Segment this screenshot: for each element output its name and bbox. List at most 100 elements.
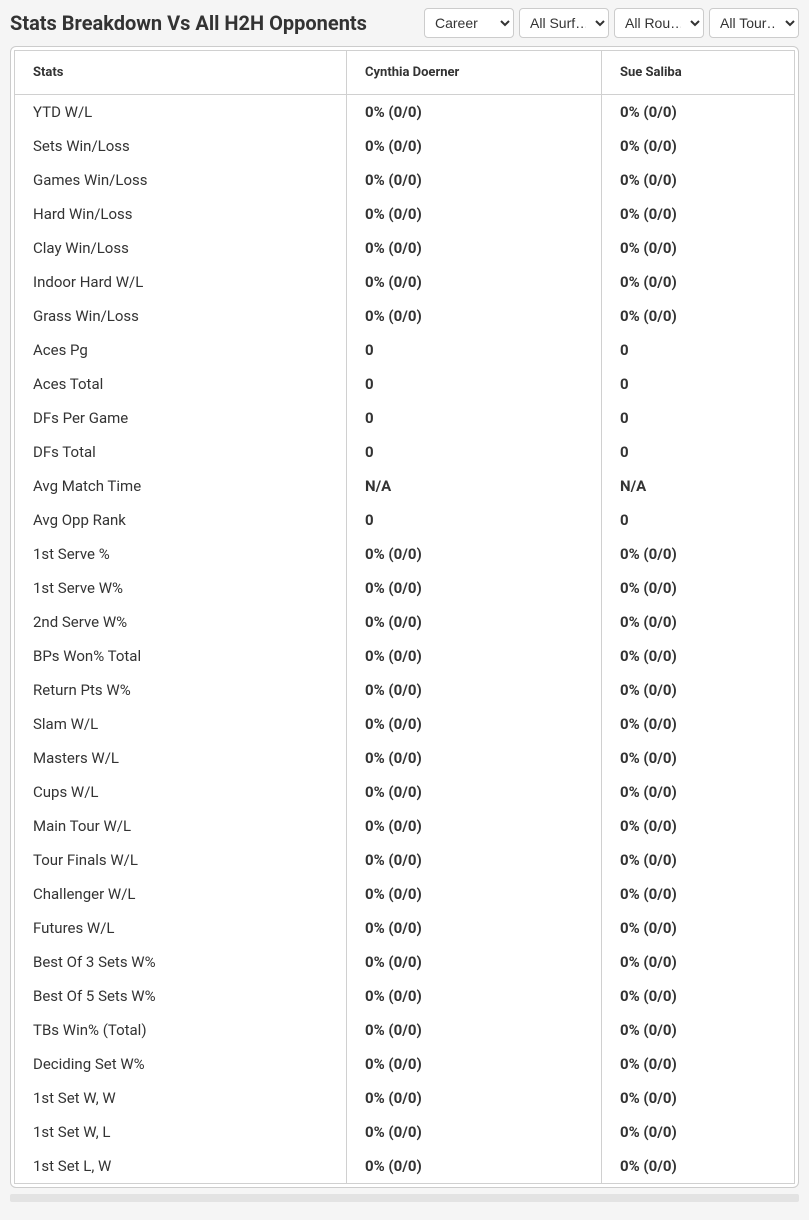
stat-value-player1: 0% (0/0) (347, 911, 602, 945)
stat-value-player1: 0% (0/0) (347, 299, 602, 333)
table-row: Deciding Set W%0% (0/0)0% (0/0) (15, 1047, 795, 1081)
stat-value-player2: 0% (0/0) (602, 979, 795, 1013)
stat-label: Cups W/L (15, 775, 347, 809)
stat-value-player2: 0% (0/0) (602, 809, 795, 843)
stat-label: DFs Per Game (15, 401, 347, 435)
stat-label: Games Win/Loss (15, 163, 347, 197)
table-row: Hard Win/Loss0% (0/0)0% (0/0) (15, 197, 795, 231)
stat-label: 1st Serve % (15, 537, 347, 571)
stat-value-player2: 0% (0/0) (602, 129, 795, 163)
stat-value-player1: 0% (0/0) (347, 163, 602, 197)
stat-label: Deciding Set W% (15, 1047, 347, 1081)
stat-label: Sets Win/Loss (15, 129, 347, 163)
stat-label: Clay Win/Loss (15, 231, 347, 265)
table-row: Cups W/L0% (0/0)0% (0/0) (15, 775, 795, 809)
stat-label: Aces Pg (15, 333, 347, 367)
stat-label: Main Tour W/L (15, 809, 347, 843)
stat-value-player1: 0% (0/0) (347, 537, 602, 571)
filter-career[interactable]: Career (424, 8, 514, 38)
filter-tour[interactable]: All Tour… (709, 8, 799, 38)
stat-value-player1: 0% (0/0) (347, 571, 602, 605)
stat-value-player1: 0% (0/0) (347, 945, 602, 979)
stat-value-player2: 0% (0/0) (602, 1081, 795, 1115)
stat-value-player2: 0% (0/0) (602, 741, 795, 775)
table-row: 1st Set W, L0% (0/0)0% (0/0) (15, 1115, 795, 1149)
stat-value-player1: 0% (0/0) (347, 979, 602, 1013)
stat-label: 1st Set L, W (15, 1149, 347, 1184)
stat-value-player2: 0% (0/0) (602, 707, 795, 741)
stat-value-player2: 0% (0/0) (602, 163, 795, 197)
stat-value-player1: 0% (0/0) (347, 605, 602, 639)
stat-value-player2: 0% (0/0) (602, 1115, 795, 1149)
table-row: 1st Set W, W0% (0/0)0% (0/0) (15, 1081, 795, 1115)
stat-value-player2: 0% (0/0) (602, 843, 795, 877)
table-row: Avg Match TimeN/AN/A (15, 469, 795, 503)
stat-value-player2: 0% (0/0) (602, 231, 795, 265)
stat-value-player1: 0 (347, 435, 602, 469)
table-row: Tour Finals W/L0% (0/0)0% (0/0) (15, 843, 795, 877)
stat-value-player2: 0 (602, 435, 795, 469)
table-row: TBs Win% (Total)0% (0/0)0% (0/0) (15, 1013, 795, 1047)
table-row: Best Of 3 Sets W%0% (0/0)0% (0/0) (15, 945, 795, 979)
stat-value-player2: 0% (0/0) (602, 537, 795, 571)
table-row: Sets Win/Loss0% (0/0)0% (0/0) (15, 129, 795, 163)
stat-label: Slam W/L (15, 707, 347, 741)
stat-value-player1: 0% (0/0) (347, 1149, 602, 1184)
stat-label: DFs Total (15, 435, 347, 469)
stat-label: 1st Set W, L (15, 1115, 347, 1149)
table-row: Main Tour W/L0% (0/0)0% (0/0) (15, 809, 795, 843)
col-header-stats: Stats (15, 51, 347, 95)
stat-value-player2: 0% (0/0) (602, 775, 795, 809)
stat-label: Indoor Hard W/L (15, 265, 347, 299)
table-row: 1st Serve W%0% (0/0)0% (0/0) (15, 571, 795, 605)
stat-label: Return Pts W% (15, 673, 347, 707)
table-container: Stats Cynthia Doerner Sue Saliba YTD W/L… (10, 46, 799, 1188)
stat-value-player2: 0 (602, 401, 795, 435)
table-row: Indoor Hard W/L0% (0/0)0% (0/0) (15, 265, 795, 299)
header-row: Stats Breakdown Vs All H2H Opponents Car… (10, 8, 799, 38)
stat-value-player1: 0 (347, 503, 602, 537)
stat-value-player2: 0 (602, 333, 795, 367)
table-row: Aces Total00 (15, 367, 795, 401)
table-header-row: Stats Cynthia Doerner Sue Saliba (15, 51, 795, 95)
stat-value-player1: 0 (347, 367, 602, 401)
stat-label: TBs Win% (Total) (15, 1013, 347, 1047)
filter-surface[interactable]: All Surf… (519, 8, 609, 38)
table-row: YTD W/L0% (0/0)0% (0/0) (15, 95, 795, 130)
stat-value-player2: 0% (0/0) (602, 911, 795, 945)
stat-value-player2: 0% (0/0) (602, 265, 795, 299)
stat-value-player2: 0 (602, 367, 795, 401)
table-row: 1st Serve %0% (0/0)0% (0/0) (15, 537, 795, 571)
stat-value-player1: 0% (0/0) (347, 775, 602, 809)
filter-round[interactable]: All Rou… (614, 8, 704, 38)
stat-value-player1: 0% (0/0) (347, 1047, 602, 1081)
table-row: Clay Win/Loss0% (0/0)0% (0/0) (15, 231, 795, 265)
table-row: DFs Per Game00 (15, 401, 795, 435)
table-row: Challenger W/L0% (0/0)0% (0/0) (15, 877, 795, 911)
stat-value-player1: 0% (0/0) (347, 673, 602, 707)
stat-value-player2: 0% (0/0) (602, 945, 795, 979)
stat-value-player2: 0% (0/0) (602, 1047, 795, 1081)
stat-label: 1st Serve W% (15, 571, 347, 605)
stat-label: Grass Win/Loss (15, 299, 347, 333)
stat-value-player1: 0% (0/0) (347, 265, 602, 299)
stat-value-player1: 0% (0/0) (347, 741, 602, 775)
table-row: Games Win/Loss0% (0/0)0% (0/0) (15, 163, 795, 197)
table-row: 2nd Serve W%0% (0/0)0% (0/0) (15, 605, 795, 639)
stat-value-player1: 0% (0/0) (347, 707, 602, 741)
stat-value-player2: 0% (0/0) (602, 877, 795, 911)
stat-value-player2: 0% (0/0) (602, 1149, 795, 1184)
stat-value-player2: 0 (602, 503, 795, 537)
col-header-player2: Sue Saliba (602, 51, 795, 95)
stat-value-player1: 0% (0/0) (347, 95, 602, 130)
table-row: Best Of 5 Sets W%0% (0/0)0% (0/0) (15, 979, 795, 1013)
table-row: Aces Pg00 (15, 333, 795, 367)
stat-label: Masters W/L (15, 741, 347, 775)
stat-value-player2: 0% (0/0) (602, 1013, 795, 1047)
stat-value-player1: 0 (347, 401, 602, 435)
stat-label: Avg Match Time (15, 469, 347, 503)
stat-value-player1: 0% (0/0) (347, 197, 602, 231)
stat-label: 1st Set W, W (15, 1081, 347, 1115)
col-header-player1: Cynthia Doerner (347, 51, 602, 95)
stat-value-player1: 0% (0/0) (347, 843, 602, 877)
